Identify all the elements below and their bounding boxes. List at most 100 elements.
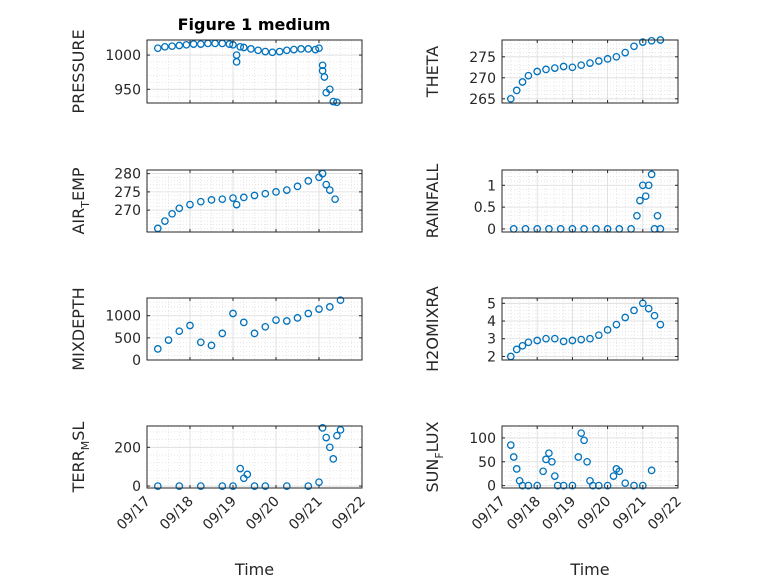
data-point — [320, 73, 329, 81]
data-point — [333, 431, 341, 440]
data-point — [621, 48, 630, 57]
data-point — [239, 318, 248, 327]
data-point — [261, 482, 270, 490]
data-point — [594, 331, 603, 340]
axes-box — [146, 425, 363, 489]
data-point — [243, 470, 252, 479]
data-point — [318, 61, 327, 70]
y-tick-label: 275 — [114, 185, 141, 201]
data-point — [550, 334, 559, 343]
data-point — [218, 482, 227, 490]
data-point — [594, 57, 603, 65]
data-point — [153, 345, 162, 353]
data-point — [272, 188, 280, 196]
axes-box — [501, 39, 679, 104]
data-point — [644, 304, 653, 313]
x-tick-label: 09/20 — [243, 494, 283, 534]
data-point — [297, 45, 305, 53]
data-point — [229, 482, 237, 490]
data-point — [153, 482, 162, 490]
y-tick-label: 0 — [487, 222, 496, 238]
y-tick-label: 275 — [469, 50, 496, 66]
data-point — [621, 479, 630, 488]
data-point — [175, 204, 184, 213]
subplot-3: 270 275 280 AIRTEMP — [69, 167, 363, 235]
subplot-7: 0 200 TERRMSL 09/17 09/18 09/19 09/20 09/21 09/2… — [69, 422, 369, 579]
y-tick-label: 265 — [469, 92, 496, 108]
data-point — [333, 98, 341, 107]
data-point — [331, 195, 339, 204]
data-point — [577, 61, 586, 70]
data-point — [568, 336, 577, 345]
data-point — [207, 196, 216, 204]
axes-box — [146, 297, 363, 361]
data-point — [506, 94, 515, 103]
data-point — [322, 433, 331, 442]
data-point — [548, 457, 556, 466]
data-point — [161, 217, 169, 225]
data-point — [186, 200, 194, 209]
data-point — [533, 336, 542, 345]
data-point — [656, 320, 665, 329]
x-tick-label: 09/22 — [329, 494, 369, 534]
axes-box — [501, 169, 679, 233]
data-point — [186, 321, 194, 330]
y-tick-label: 2 — [487, 349, 496, 365]
data-point — [568, 63, 577, 72]
axes-box — [501, 297, 679, 361]
y-tick-label: 200 — [114, 440, 141, 456]
data-point — [272, 316, 280, 324]
data-point — [336, 296, 345, 305]
data-point — [329, 97, 338, 106]
y-axis-label: TERRMSL — [69, 422, 92, 494]
data-point — [612, 52, 621, 61]
data-point — [506, 441, 515, 449]
data-point — [533, 481, 542, 490]
y-tick-label: 270 — [469, 71, 496, 87]
data-point — [175, 482, 184, 490]
data-point — [583, 457, 591, 466]
data-point — [196, 338, 205, 347]
data-point — [550, 64, 559, 72]
plot-area — [502, 40, 678, 103]
x-tick-label: 09/19 — [539, 494, 579, 534]
y-tick-label: 0.5 — [474, 200, 496, 216]
data-point — [594, 481, 603, 490]
data-point — [236, 42, 245, 51]
data-point — [175, 327, 184, 336]
data-point — [239, 193, 248, 202]
y-tick-label: 50 — [478, 455, 496, 471]
data-point — [586, 59, 594, 67]
data-point — [232, 58, 241, 66]
data-point — [207, 341, 216, 350]
data-point — [641, 192, 650, 201]
data-point — [524, 71, 533, 80]
y-tick-label: 0 — [487, 479, 496, 495]
data-point — [545, 449, 553, 458]
data-point — [650, 311, 659, 320]
data-point — [325, 303, 334, 311]
x-tick-label: 09/22 — [645, 494, 685, 534]
data-point — [550, 472, 559, 480]
y-tick-label: 1 — [487, 178, 496, 194]
data-point — [533, 67, 542, 76]
data-point — [603, 55, 612, 63]
y-tick-label: 3 — [487, 332, 496, 348]
y-tick-label: 280 — [114, 167, 141, 183]
data-point — [615, 467, 624, 476]
data-point — [164, 336, 173, 344]
data-point — [512, 86, 521, 95]
data-point — [196, 197, 205, 206]
axes-box — [146, 169, 363, 233]
y-tick-label: 950 — [114, 82, 141, 98]
axes-box — [501, 425, 679, 489]
data-point — [638, 481, 647, 490]
data-point — [275, 47, 284, 56]
data-point — [218, 329, 227, 338]
y-axis-label: RAINFALL — [423, 164, 442, 239]
data-point — [182, 40, 191, 49]
data-point — [239, 43, 248, 52]
data-point — [304, 177, 313, 185]
data-point — [539, 467, 547, 476]
